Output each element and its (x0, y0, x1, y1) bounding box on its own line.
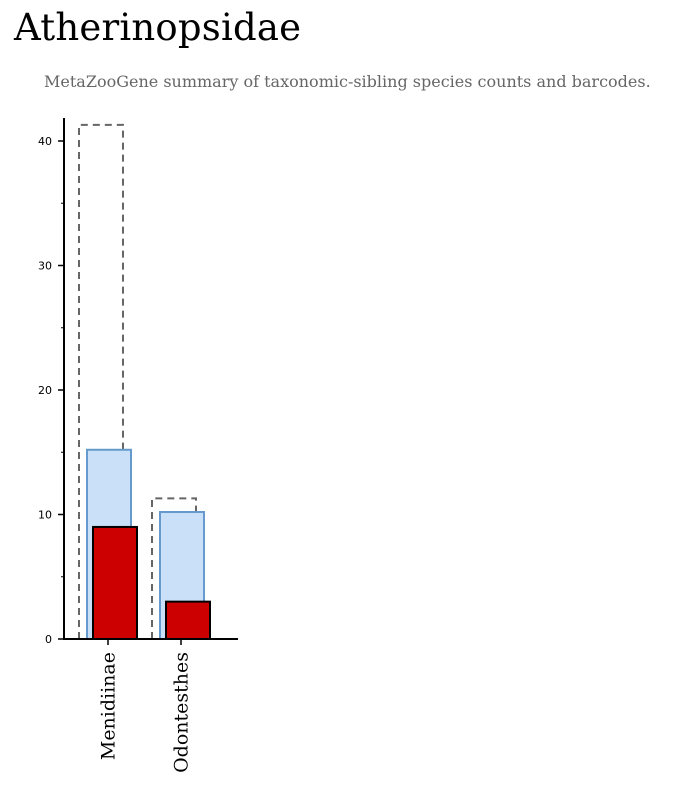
category-label-menidiinae: Menidiinae (98, 652, 120, 760)
bars-layer (78, 123, 211, 641)
y-tick-label-30: 30 (38, 259, 52, 272)
barcoded-bar-odontesthes (165, 600, 211, 641)
page-title: Atherinopsidae (14, 6, 302, 49)
barcoded-bar-menidiinae (92, 525, 138, 641)
y-tick-label-10: 10 (38, 508, 52, 521)
total-outline-menidiinae (78, 123, 124, 639)
axis-layer: Menidiinae Odontesthes 0 10 20 30 40 (38, 118, 238, 773)
page-subtitle: MetaZooGene summary of taxonomic-sibling… (44, 72, 651, 91)
y-tick-label-40: 40 (38, 135, 52, 148)
y-tick-label-20: 20 (38, 384, 52, 397)
y-tick-label-0: 0 (45, 633, 52, 646)
category-label-odontesthes: Odontesthes (171, 652, 193, 773)
